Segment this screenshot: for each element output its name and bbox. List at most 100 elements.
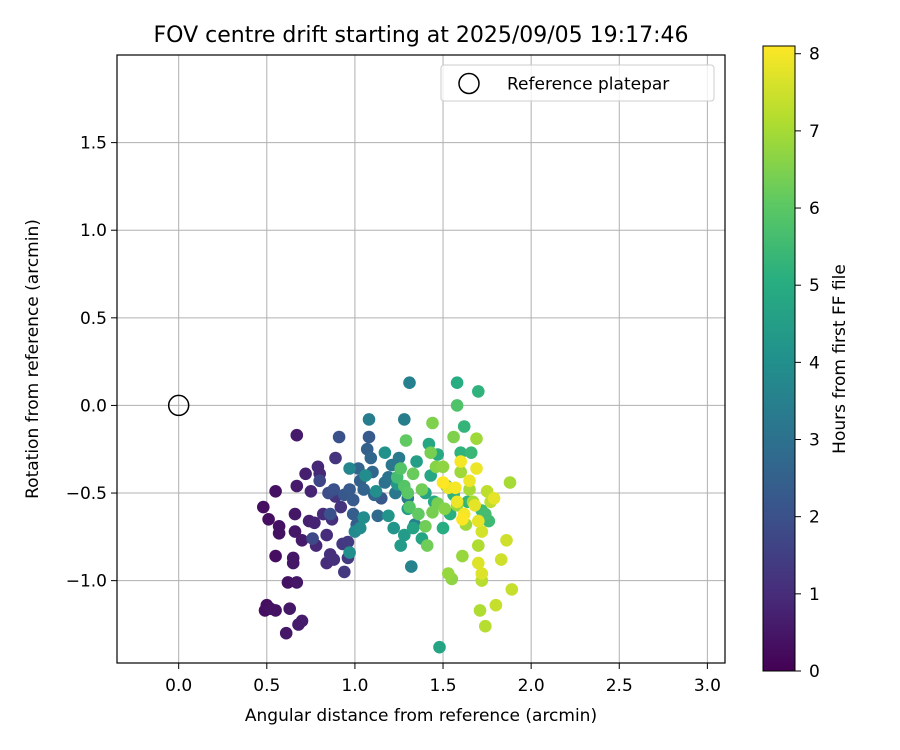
colorbar: 0 1 2 3 4 5 6 7 8 Hours from first FF file <box>762 45 850 682</box>
data-point <box>283 602 297 615</box>
data-point <box>299 467 312 481</box>
data-point <box>426 416 439 430</box>
data-point <box>456 549 469 563</box>
colorbar-ticks: 0 1 2 3 4 5 6 7 8 <box>795 45 820 682</box>
data-point <box>272 527 286 540</box>
data-point <box>500 534 513 547</box>
data-point <box>447 430 460 444</box>
colorbar-label: Hours from first FF file <box>830 264 850 454</box>
y-tick-label: 0.0 <box>80 396 107 416</box>
data-point <box>405 560 418 573</box>
data-point <box>353 521 367 535</box>
data-point <box>281 576 295 589</box>
x-axis-label: Angular distance from reference (arcmin) <box>245 706 597 726</box>
colorbar-tick-label: 1 <box>809 585 820 605</box>
data-point <box>419 520 432 533</box>
data-point <box>313 474 327 488</box>
data-point <box>290 479 304 493</box>
data-point <box>398 413 411 426</box>
data-point <box>503 476 517 489</box>
reference-platepar-marker <box>167 394 190 417</box>
colorbar-gradient <box>762 45 796 672</box>
data-point <box>472 539 485 552</box>
data-point <box>412 507 425 521</box>
data-point <box>343 483 356 496</box>
data-point <box>364 451 378 465</box>
data-point <box>290 576 304 589</box>
x-tick-label: 1.5 <box>430 676 457 696</box>
plot-frame <box>116 54 726 664</box>
data-point <box>392 451 406 465</box>
data-point <box>369 485 383 498</box>
data-point <box>473 604 487 617</box>
data-point <box>494 553 508 566</box>
data-point <box>290 428 304 442</box>
data-point <box>306 532 319 545</box>
colorbar-tick-label: 0 <box>809 662 820 682</box>
data-point <box>479 619 492 633</box>
data-point <box>403 500 416 514</box>
data-point <box>487 492 501 505</box>
data-point <box>371 509 385 523</box>
data-point <box>269 549 282 563</box>
legend: Reference platepar <box>440 64 715 102</box>
y-tick-label: 0.5 <box>80 309 107 329</box>
y-tick-label: −0.5 <box>66 484 107 504</box>
data-point <box>329 451 342 465</box>
data-point <box>454 446 468 460</box>
data-point <box>398 528 411 542</box>
data-point <box>382 471 395 484</box>
data-point <box>424 446 438 460</box>
colorbar-tick-label: 4 <box>809 353 820 373</box>
data-point <box>454 455 468 468</box>
data-point <box>399 434 413 447</box>
data-point <box>472 514 485 528</box>
data-point <box>288 507 302 521</box>
y-axis-label: Rotation from reference (arcmin) <box>23 219 43 499</box>
data-point <box>378 446 392 460</box>
data-point <box>406 467 420 481</box>
data-point <box>401 486 415 500</box>
data-point <box>450 376 464 390</box>
data-point <box>286 556 300 570</box>
data-point <box>357 483 371 496</box>
data-point <box>288 525 302 538</box>
data-point <box>295 614 309 628</box>
data-point <box>472 385 485 398</box>
data-point <box>338 565 351 579</box>
data-point <box>343 462 356 475</box>
data-point <box>436 476 450 489</box>
legend-box <box>440 64 715 102</box>
data-point <box>332 430 346 444</box>
x-tick-label: 2.5 <box>606 676 633 696</box>
data-point <box>269 604 282 617</box>
y-tick-label: −1.0 <box>66 572 107 592</box>
data-point <box>387 521 401 535</box>
data-point <box>454 465 468 479</box>
data-point <box>436 521 450 535</box>
colorbar-tick-label: 6 <box>809 199 820 219</box>
data-point <box>457 420 471 433</box>
data-point <box>450 495 464 509</box>
data-point <box>475 525 489 538</box>
data-point <box>308 516 321 530</box>
data-point <box>295 534 309 547</box>
data-point <box>262 513 275 526</box>
colorbar-tick-label: 2 <box>809 508 820 528</box>
colorbar-tick-label: 7 <box>809 122 820 142</box>
data-point <box>279 626 293 640</box>
data-point <box>472 556 485 570</box>
data-point <box>463 483 476 496</box>
data-point <box>327 553 341 566</box>
data-point <box>343 546 356 559</box>
data-point <box>304 485 318 498</box>
scatter-points <box>257 376 519 654</box>
data-point <box>346 507 360 521</box>
x-ticks: 0.0 0.5 1.0 1.5 2.0 2.5 3.0 <box>165 663 721 696</box>
x-tick-label: 2.0 <box>518 676 545 696</box>
data-point <box>475 567 489 580</box>
data-point <box>410 455 423 468</box>
data-point <box>420 539 434 552</box>
data-point <box>357 511 371 524</box>
